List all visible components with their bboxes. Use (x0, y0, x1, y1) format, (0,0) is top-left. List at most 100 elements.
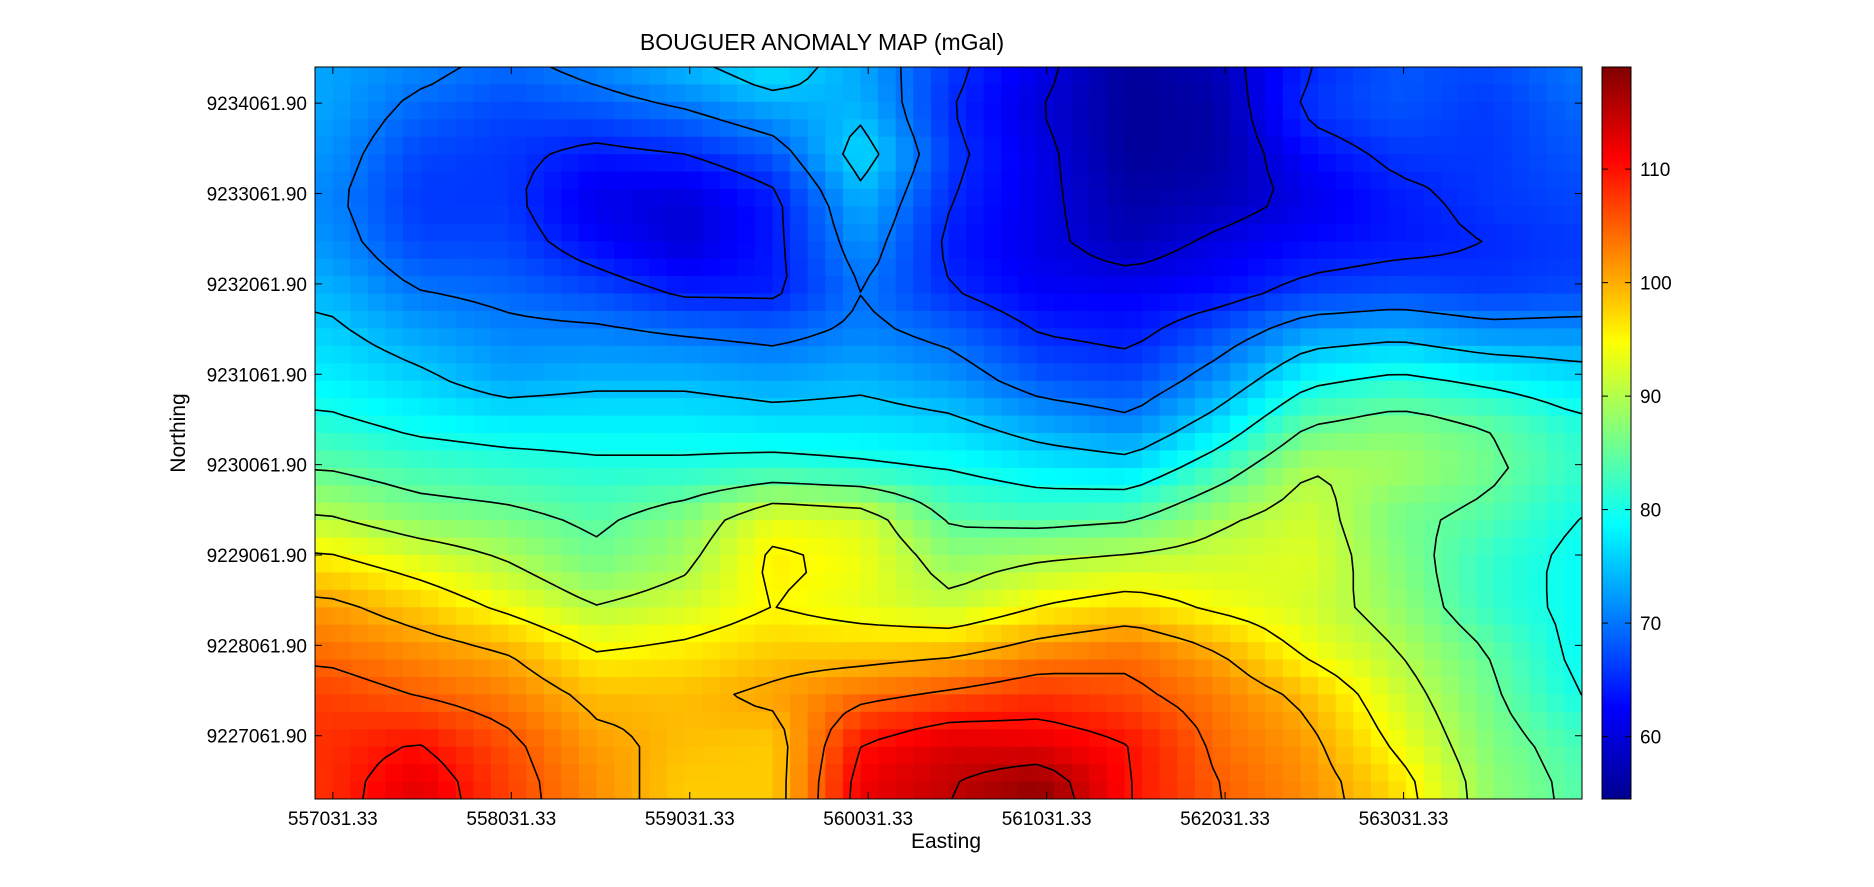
heatmap-cell (543, 502, 562, 521)
heatmap-cell (666, 555, 686, 574)
heatmap-cell (1335, 241, 1354, 260)
heatmap-cell (649, 624, 668, 643)
heatmap-cell (649, 485, 668, 504)
heatmap-cell (1124, 84, 1143, 103)
heatmap-cell (878, 642, 897, 661)
heatmap-cell (1370, 84, 1390, 103)
heatmap-cell (983, 450, 1002, 469)
heatmap-cell (1494, 258, 1513, 277)
heatmap-cell (684, 67, 703, 86)
heatmap-cell (1071, 467, 1090, 486)
heatmap-cell (1247, 345, 1266, 364)
heatmap-cell (1546, 345, 1566, 364)
heatmap-cell (983, 380, 1002, 399)
heatmap-cell (543, 694, 562, 713)
heatmap-cell (719, 764, 738, 783)
heatmap-cell (1282, 276, 1302, 295)
heatmap-cell (543, 746, 562, 765)
heatmap-cell (1282, 624, 1302, 643)
heatmap-cell (1159, 415, 1178, 434)
heatmap-cell (684, 415, 703, 434)
heatmap-cell (1441, 711, 1460, 730)
heatmap-cell (438, 677, 457, 696)
heatmap-cell (1177, 764, 1196, 783)
heatmap-cell (754, 363, 774, 382)
heatmap-cell (402, 363, 422, 382)
heatmap-cell (420, 119, 439, 138)
heatmap-cell (1335, 398, 1354, 417)
heatmap-cell (402, 555, 422, 574)
heatmap-cell (490, 345, 510, 364)
heatmap-cell (332, 520, 351, 539)
heatmap-cell (420, 467, 439, 486)
heatmap-cell (878, 101, 897, 120)
heatmap-cell (649, 241, 668, 260)
heatmap-cell (842, 764, 862, 783)
heatmap-cell (1423, 485, 1442, 504)
heatmap-cell (1177, 154, 1196, 173)
heatmap-cell (350, 502, 369, 521)
heatmap-cell (385, 764, 404, 783)
heatmap-cell (561, 415, 580, 434)
heatmap-cell (1494, 502, 1513, 521)
heatmap-cell (1529, 345, 1548, 364)
heatmap-cell (473, 328, 492, 347)
heatmap-cell (684, 572, 703, 591)
heatmap-cell (473, 450, 492, 469)
heatmap-cell (649, 67, 668, 86)
heatmap-cell (860, 136, 879, 155)
heatmap-cell (1441, 223, 1460, 242)
heatmap-cell (1546, 555, 1566, 574)
heatmap-cell (1494, 311, 1513, 330)
heatmap-cell (772, 119, 791, 138)
heatmap-cell (1018, 589, 1038, 608)
heatmap-cell (1406, 555, 1425, 574)
heatmap-cell (1318, 276, 1337, 295)
heatmap-cell (1265, 189, 1284, 208)
heatmap-cell (455, 206, 474, 225)
heatmap-cell (1529, 467, 1548, 486)
heatmap-cell (1370, 311, 1390, 330)
heatmap-cell (1388, 328, 1407, 347)
heatmap-cell (966, 433, 985, 452)
heatmap-cell (666, 607, 686, 626)
contour-line (315, 373, 1582, 696)
heatmap-cell (438, 311, 457, 330)
heatmap-cell (1282, 781, 1302, 799)
heatmap-cell (332, 206, 351, 225)
heatmap-cell (596, 241, 615, 260)
heatmap-cell (684, 677, 703, 696)
heatmap-cell (1054, 84, 1073, 103)
heatmap-cell (1247, 555, 1266, 574)
heatmap-cell (543, 345, 562, 364)
heatmap-cell (596, 729, 615, 748)
x-tick-label: 559031.33 (645, 809, 735, 830)
heatmap-cell (596, 67, 615, 86)
heatmap-cell (508, 241, 527, 260)
colorbar (1601, 66, 1632, 800)
heatmap-cell (473, 223, 492, 242)
heatmap-cell (1177, 189, 1196, 208)
heatmap-cell (737, 572, 756, 591)
heatmap-cell (1458, 171, 1478, 190)
heatmap-cell (913, 572, 932, 591)
heatmap-cell (684, 84, 703, 103)
heatmap-cell (842, 189, 862, 208)
heatmap-cell (842, 711, 862, 730)
heatmap-cell (1124, 433, 1143, 452)
heatmap-cell (1546, 485, 1566, 504)
heatmap-cell (1335, 589, 1354, 608)
heatmap-cell (842, 677, 862, 696)
heatmap-cell (1318, 433, 1337, 452)
heatmap-cell (561, 572, 580, 591)
heatmap-cell (526, 189, 545, 208)
heatmap-cell (1247, 694, 1266, 713)
heatmap-cell (1071, 677, 1090, 696)
heatmap-cell (543, 154, 562, 173)
heatmap-cell (737, 642, 756, 661)
heatmap-cell (1054, 711, 1073, 730)
heatmap-cell (1089, 328, 1108, 347)
heatmap-cell (385, 485, 404, 504)
heatmap-cell (1388, 398, 1407, 417)
heatmap-cell (1106, 694, 1126, 713)
